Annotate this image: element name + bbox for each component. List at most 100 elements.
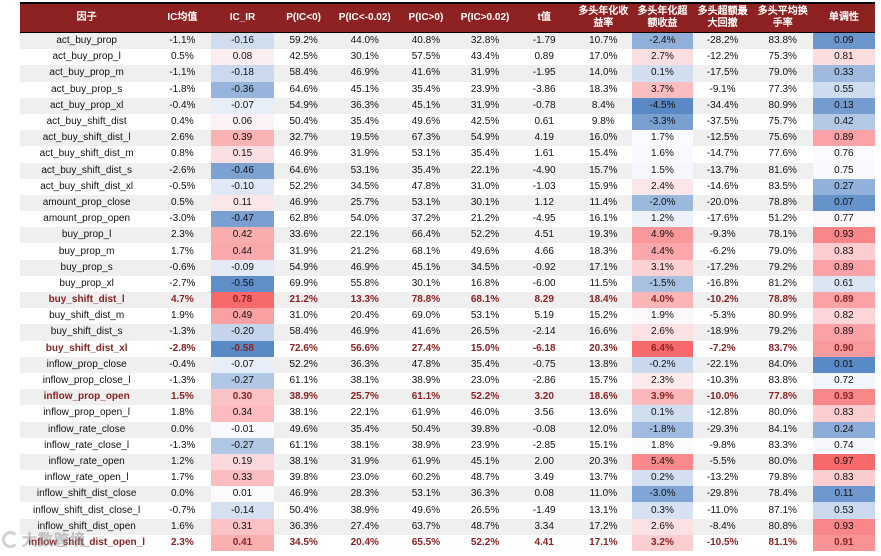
- cell-t_value: -4.95: [514, 211, 575, 228]
- cell-long_turnover: 81.1%: [752, 534, 813, 551]
- cell-monotonicity: 0.90: [812, 340, 875, 357]
- cell-monotonicity: 0.07: [812, 194, 875, 212]
- cell-factor: buy_shift_dist_xl: [20, 340, 154, 357]
- cell-p_lt_0: 39.8%: [273, 470, 334, 487]
- cell-factor: act_buy_shift_dist_s: [20, 162, 154, 179]
- cell-long_excess_return: -2.0%: [632, 194, 693, 212]
- cell-factor: buy_prop_xl: [20, 275, 154, 292]
- cell-ic_mean: 2.3%: [153, 227, 212, 244]
- column-header-long_excess_mdd: 多头超额最大回撤: [692, 3, 753, 33]
- cell-long_ann_return: 19.3%: [574, 227, 633, 244]
- cell-p_gt_0: 57.5%: [395, 49, 456, 66]
- cell-p_lt_0: 38.1%: [273, 453, 334, 471]
- table-row: buy_prop_s -0.6% -0.09 54.9% 46.9% 45.1% 34.5%…: [20, 259, 875, 276]
- cell-monotonicity: 0.89: [812, 292, 875, 309]
- cell-p_lt_0: 52.2%: [273, 356, 334, 373]
- cell-long_turnover: 75.3%: [752, 49, 813, 66]
- cell-p_lt_n002: 31.9%: [333, 146, 396, 163]
- cell-long_excess_return: 0.3%: [632, 502, 693, 519]
- cell-ic_ir: -0.01: [211, 421, 274, 438]
- cell-long_excess_mdd: -34.4%: [692, 97, 753, 114]
- cell-long_ann_return: 15.7%: [574, 162, 633, 179]
- cell-p_gt_002: 16.8%: [455, 275, 515, 292]
- cell-long_excess_return: 1.8%: [632, 437, 693, 454]
- cell-p_gt_0: 38.9%: [395, 437, 456, 454]
- cell-long_ann_return: 18.3%: [574, 81, 633, 98]
- cell-ic_mean: -3.0%: [153, 211, 212, 228]
- cell-long_excess_return: 6.4%: [632, 340, 693, 357]
- cell-long_excess_mdd: -9.3%: [692, 227, 753, 244]
- cell-p_gt_0: 47.8%: [395, 356, 456, 373]
- cell-long_ann_return: 9.8%: [574, 113, 633, 131]
- cell-p_gt_002: 26.5%: [455, 502, 515, 519]
- cell-ic_ir: -0.07: [211, 97, 274, 114]
- cell-p_gt_002: 52.2%: [455, 227, 515, 244]
- cell-p_gt_0: 49.6%: [395, 502, 456, 519]
- cell-factor: act_buy_prop_m: [20, 65, 154, 82]
- cell-factor: inflow_rate_open_l: [20, 470, 154, 487]
- column-header-p_gt_0: P(IC>0): [395, 3, 456, 33]
- cell-monotonicity: 0.83: [812, 470, 875, 487]
- cell-long_turnover: 81.6%: [752, 162, 813, 179]
- cell-p_lt_n002: 20.4%: [333, 534, 396, 551]
- column-header-factor: 因子: [20, 3, 154, 33]
- table-row: inflow_prop_open 1.5% 0.30 38.9% 25.7% 61.1% 5…: [20, 389, 875, 406]
- table-row: act_buy_prop_xl -0.4% -0.07 54.9% 36.3% 45.1%…: [20, 97, 875, 114]
- cell-long_ann_return: 20.3%: [574, 340, 633, 357]
- cell-long_turnover: 83.8%: [752, 32, 813, 50]
- cell-long_excess_return: -2.4%: [632, 32, 693, 50]
- cell-ic_ir: -0.58: [211, 340, 274, 357]
- cell-ic_ir: -0.07: [211, 356, 274, 373]
- cell-long_excess_mdd: -10.3%: [692, 372, 753, 390]
- cell-ic_ir: -0.09: [211, 259, 274, 276]
- cell-factor: inflow_shift_dist_open: [20, 518, 154, 535]
- cell-p_lt_n002: 54.0%: [333, 211, 396, 228]
- cell-long_excess_return: 3.1%: [632, 259, 693, 276]
- cell-p_lt_0: 54.9%: [273, 97, 334, 114]
- cell-p_lt_0: 32.7%: [273, 130, 334, 147]
- cell-long_turnover: 78.8%: [752, 292, 813, 309]
- cell-t_value: 4.51: [514, 227, 575, 244]
- table-row: inflow_rate_close_l -1.3% -0.27 61.1% 38.1% 3…: [20, 437, 875, 454]
- table-row: act_buy_shift_dist 0.4% 0.06 50.4% 35.4% 49.6…: [20, 113, 875, 131]
- cell-ic_ir: 0.06: [211, 113, 274, 131]
- table-row: inflow_shift_dist_close 0.0% 0.01 46.9% 28.3…: [20, 486, 875, 503]
- cell-monotonicity: 0.89: [812, 324, 875, 341]
- cell-monotonicity: 0.77: [812, 211, 875, 228]
- cell-long_turnover: 78.8%: [752, 194, 813, 212]
- table-row: buy_shift_dist_l 4.7% 0.78 21.2% 13.3% 78.8% 6…: [20, 292, 875, 309]
- cell-long_turnover: 77.6%: [752, 146, 813, 163]
- cell-p_lt_n002: 36.3%: [333, 356, 396, 373]
- cell-ic_mean: 0.0%: [153, 486, 212, 503]
- cell-p_lt_0: 46.9%: [273, 194, 334, 212]
- cell-p_gt_0: 35.4%: [395, 162, 456, 179]
- cell-long_ann_return: 16.0%: [574, 130, 633, 147]
- cell-long_excess_mdd: -8.4%: [692, 518, 753, 535]
- cell-ic_mean: -1.3%: [153, 372, 212, 390]
- cell-long_excess_mdd: -28.2%: [692, 32, 753, 50]
- cell-long_turnover: 79.0%: [752, 243, 813, 260]
- cell-monotonicity: 0.24: [812, 421, 875, 438]
- cell-long_excess_return: 1.9%: [632, 308, 693, 325]
- cell-ic_mean: -0.7%: [153, 502, 212, 519]
- cell-ic_mean: 0.5%: [153, 49, 212, 66]
- cell-monotonicity: 0.55: [812, 81, 875, 98]
- cell-p_lt_n002: 56.6%: [333, 340, 396, 357]
- cell-t_value: 3.20: [514, 389, 575, 406]
- cell-p_lt_n002: 35.4%: [333, 113, 396, 131]
- cell-p_lt_n002: 23.0%: [333, 470, 396, 487]
- table-header: 因子 IC均值 IC_IR P(IC<0) P(IC<-0.02) P(IC>0) P(IC…: [20, 3, 875, 33]
- cell-t_value: 0.61: [514, 113, 575, 131]
- cell-long_excess_return: 1.5%: [632, 162, 693, 179]
- cell-long_turnover: 80.0%: [752, 405, 813, 422]
- cell-p_lt_0: 54.9%: [273, 259, 334, 276]
- cell-factor: act_buy_prop: [20, 32, 154, 50]
- cell-long_ann_return: 13.7%: [574, 470, 633, 487]
- cell-long_turnover: 84.0%: [752, 356, 813, 373]
- cell-long_excess_mdd: -14.7%: [692, 146, 753, 163]
- cell-ic_mean: 1.2%: [153, 453, 212, 471]
- cell-p_gt_0: 30.1%: [395, 275, 456, 292]
- cell-monotonicity: 0.83: [812, 243, 875, 260]
- column-header-long_turnover: 多头平均换手率: [752, 3, 813, 33]
- cell-p_gt_002: 39.8%: [455, 421, 515, 438]
